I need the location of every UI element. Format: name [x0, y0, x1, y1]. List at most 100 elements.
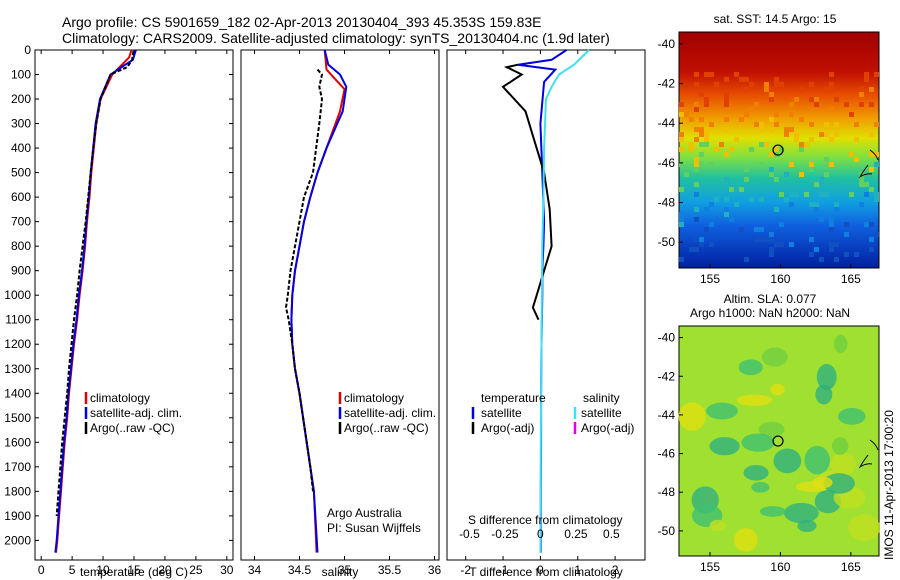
sst-pixel — [774, 207, 779, 212]
map-y-tick-label: -48 — [658, 485, 676, 499]
top-axis-label: S difference from climatology — [468, 513, 623, 527]
sst-pixel — [869, 222, 874, 227]
y-tick-label: 1800 — [4, 484, 31, 498]
sst-pixel — [734, 72, 739, 77]
y-tick-label: 700 — [11, 215, 31, 229]
y-tick-label: 0 — [24, 43, 31, 57]
sst-pixel — [754, 122, 759, 127]
sla-blob — [706, 402, 738, 420]
sst-pixel — [864, 222, 869, 227]
sst-pixel — [814, 202, 819, 207]
sst-pixel — [679, 212, 684, 217]
coastline — [858, 149, 879, 179]
sst-pixel — [679, 257, 684, 262]
sst-pixel — [809, 162, 814, 167]
sst-pixel — [844, 222, 849, 227]
sla-blob — [812, 476, 833, 489]
sla-blob — [738, 359, 763, 376]
sla-map-title: Altim. SLA: 0.077 — [724, 292, 817, 306]
sst-pixel — [829, 222, 834, 227]
map-y-tick-label: -44 — [658, 116, 676, 130]
sst-pixel — [869, 132, 874, 137]
sst-pixel — [724, 152, 729, 157]
sst-pixel — [694, 237, 699, 242]
sst-pixel — [834, 242, 839, 247]
sla-blob — [709, 519, 726, 532]
sst-pixel — [789, 102, 794, 107]
map-y-tick-label: -50 — [658, 235, 676, 249]
sst-pixel — [829, 137, 834, 142]
sst-pixel — [769, 152, 774, 157]
header-line-2: Climatology: CARS2009. Satellite-adjuste… — [62, 30, 610, 46]
legend-label: climatology — [90, 391, 150, 405]
sst-pixel — [739, 117, 744, 122]
annotation-argo-australia: Argo Australia — [327, 506, 402, 520]
sst-pixel — [844, 252, 849, 257]
map-y-tick-label: -44 — [658, 408, 676, 422]
x-tick-label: 36 — [428, 563, 442, 577]
top-axis-tick-label: -0.25 — [491, 527, 519, 541]
sst-pixel — [694, 162, 699, 167]
sst-pixel — [829, 217, 834, 222]
sst-pixel — [789, 162, 794, 167]
sst-pixel — [769, 247, 774, 252]
sst-pixel — [809, 167, 814, 172]
sst-pixel — [744, 77, 749, 82]
sla-blob — [815, 384, 833, 405]
sst-pixel — [779, 222, 784, 227]
sst-pixel — [774, 147, 779, 152]
y-tick-label: 300 — [11, 117, 31, 131]
sst-pixel — [869, 167, 874, 172]
y-tick-label: 1700 — [4, 460, 31, 474]
sst-pixel — [764, 237, 769, 242]
sst-pixel — [724, 212, 729, 217]
sst-pixel — [814, 102, 819, 107]
sst-pixel — [709, 122, 714, 127]
series-line-3 — [55, 51, 135, 516]
sst-pixel — [724, 197, 729, 202]
sla-blob — [838, 408, 866, 425]
sla-blob — [709, 437, 740, 456]
y-tick-label: 1400 — [4, 386, 31, 400]
y-tick-label: 1200 — [4, 337, 31, 351]
x-tick-label: 0 — [38, 563, 45, 577]
sst-pixel — [809, 82, 814, 87]
sst-pixel — [759, 127, 764, 132]
sst-pixel — [699, 142, 704, 147]
sst-pixel — [684, 112, 689, 117]
sst-pixel — [699, 117, 704, 122]
sst-pixel — [874, 122, 879, 127]
sst-pixel — [744, 112, 749, 117]
sst-pixel — [864, 192, 869, 197]
sst-pixel — [704, 132, 709, 137]
sla-blob — [783, 502, 819, 524]
top-axis-tick-label: 0.5 — [603, 527, 620, 541]
sst-pixel — [794, 97, 799, 102]
legend-label: Argo(..raw -QC) — [344, 421, 429, 435]
map-x-tick-label: 155 — [700, 560, 720, 574]
sst-pixel — [679, 132, 684, 137]
sst-pixel — [829, 227, 834, 232]
sla-blob — [741, 433, 775, 452]
sst-pixel — [709, 242, 714, 247]
sst-pixel — [724, 127, 729, 132]
sst-pixel — [834, 207, 839, 212]
sst-pixel — [699, 127, 704, 132]
x-tick-label: -2 — [460, 563, 471, 577]
sst-pixel — [679, 187, 684, 192]
x-tick-label: 15 — [127, 563, 141, 577]
sst-pixel — [679, 217, 684, 222]
sla-blob — [758, 421, 785, 437]
sst-pixel — [774, 112, 779, 117]
sst-pixel — [849, 152, 854, 157]
sst-pixel — [829, 247, 834, 252]
legend-title-salinity: salinity — [583, 391, 620, 405]
sst-pixel — [709, 202, 714, 207]
sst-pixel — [844, 102, 849, 107]
sst-pixel — [764, 142, 769, 147]
sst-pixel — [864, 77, 869, 82]
salinity-legend: climatology satellite-adj. clim. Argo(..… — [327, 391, 436, 535]
map-y-tick-label: -40 — [658, 37, 676, 51]
sst-pixel — [759, 227, 764, 232]
